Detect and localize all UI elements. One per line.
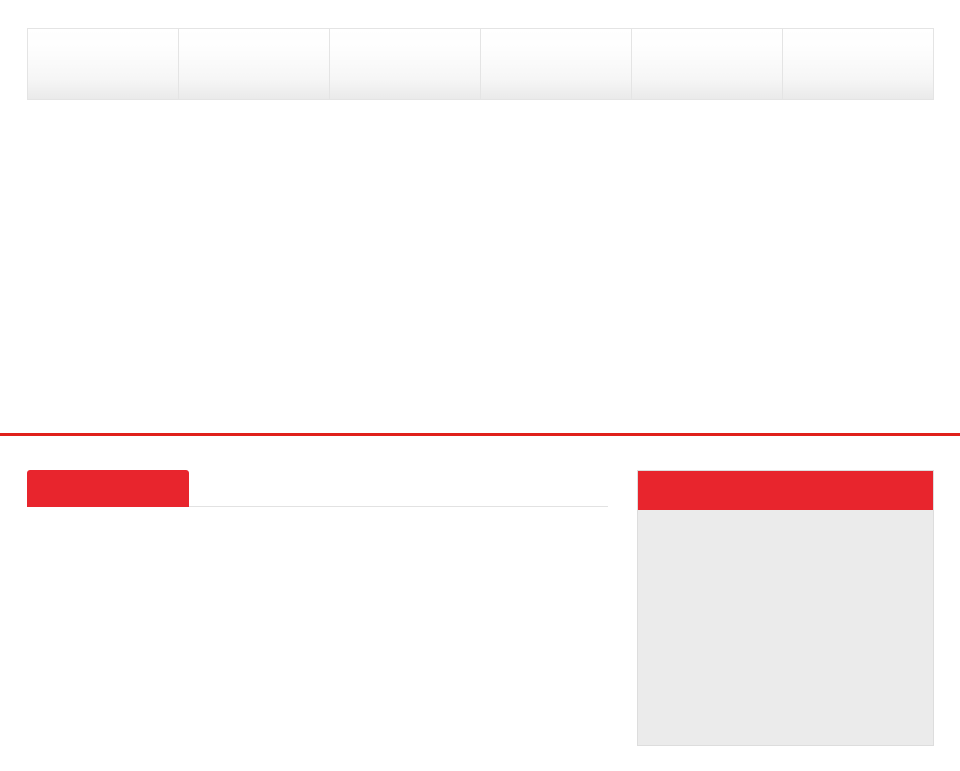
nav-tab-6[interactable] — [783, 29, 934, 99]
main-section-header-tab[interactable] — [27, 470, 189, 507]
side-panel-body — [638, 510, 933, 745]
main-section-underline — [189, 506, 608, 507]
nav-tab-4[interactable] — [481, 29, 632, 99]
primary-navigation-bar — [27, 28, 934, 100]
nav-tab-2[interactable] — [179, 29, 330, 99]
red-divider-rule — [0, 433, 960, 436]
nav-tab-3[interactable] — [330, 29, 481, 99]
nav-tab-1[interactable] — [28, 29, 179, 99]
main-content-column — [27, 470, 608, 721]
side-panel — [637, 470, 934, 746]
main-section-header — [27, 470, 608, 507]
main-section-body — [27, 507, 608, 721]
side-panel-header — [638, 471, 933, 510]
nav-tab-5[interactable] — [632, 29, 783, 99]
